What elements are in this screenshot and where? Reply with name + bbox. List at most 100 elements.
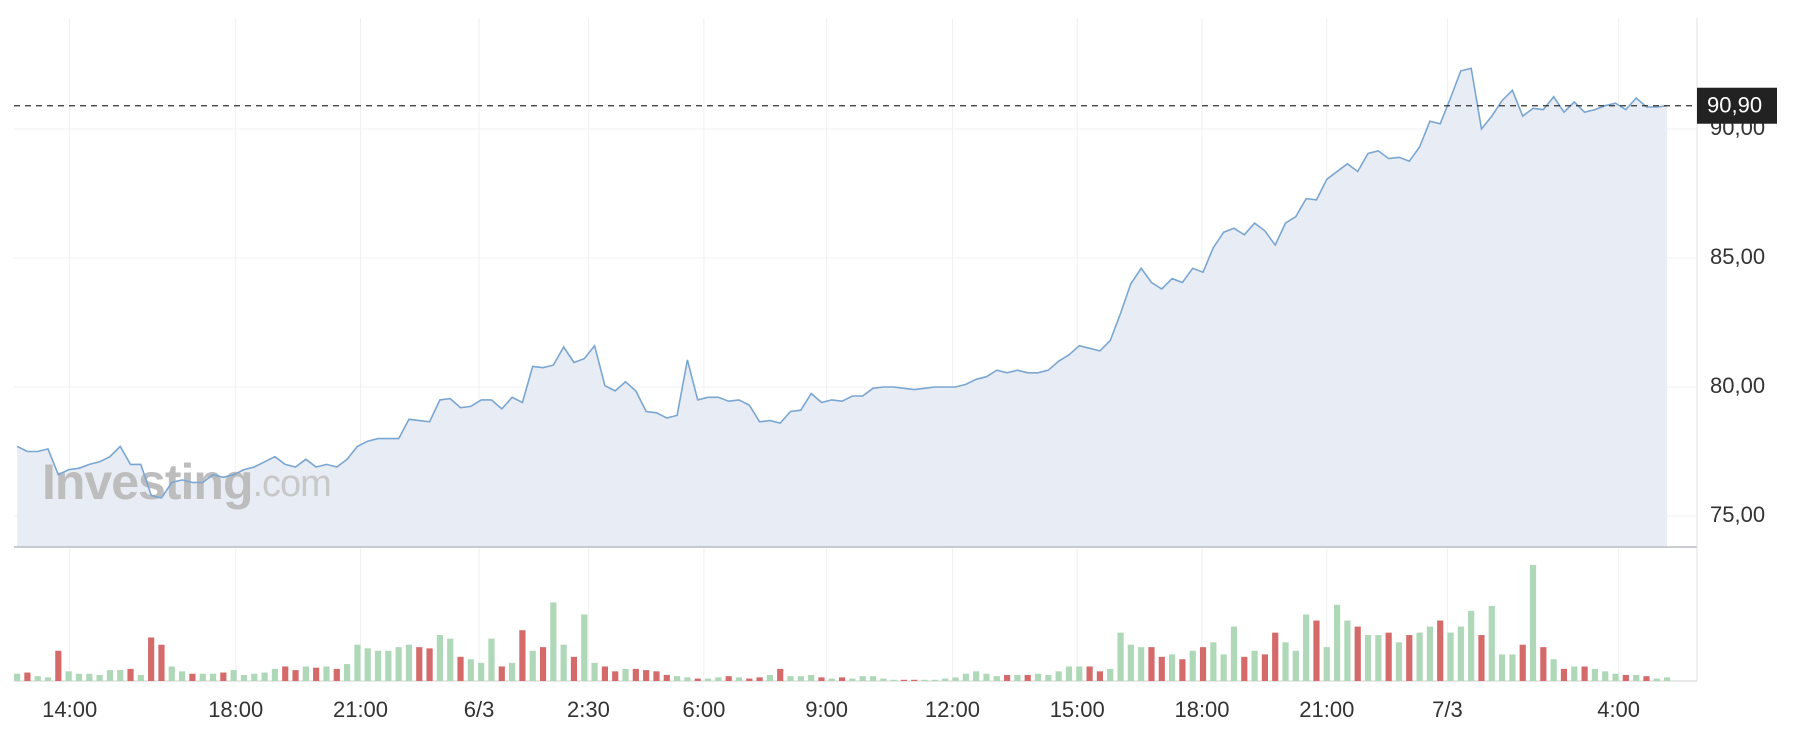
- volume-bar: [756, 677, 763, 681]
- volume-bar: [344, 664, 351, 681]
- volume-bar: [65, 671, 72, 681]
- volume-bar: [1354, 626, 1361, 681]
- volume-bar: [96, 674, 103, 681]
- x-tick-label: 21:00: [333, 697, 388, 722]
- volume-bar: [1478, 635, 1485, 681]
- volume-bar: [1272, 632, 1279, 681]
- volume-bar: [55, 650, 62, 681]
- volume-bar: [952, 677, 959, 681]
- volume-bar: [828, 678, 835, 681]
- volume-bar: [643, 670, 650, 681]
- volume-bar: [890, 679, 897, 681]
- last-price-box: [1697, 87, 1777, 124]
- volume-bar: [261, 672, 268, 681]
- volume-bar: [519, 630, 526, 681]
- volume-bar: [1591, 668, 1598, 681]
- volume-bar: [1086, 666, 1093, 681]
- volume-bar: [1622, 674, 1629, 681]
- volume-bar: [973, 671, 980, 681]
- volume-bar: [1416, 632, 1423, 681]
- volume-bar: [1643, 676, 1650, 681]
- volume-bar: [137, 674, 144, 681]
- volume-bar: [1117, 632, 1124, 681]
- volume-bar: [694, 678, 701, 681]
- volume-bar: [560, 644, 567, 681]
- volume-bar: [1107, 668, 1114, 681]
- volume-bar: [1447, 632, 1454, 681]
- volume-bar: [1488, 606, 1495, 681]
- volume-bar: [509, 662, 516, 681]
- volume-bar: [1437, 620, 1444, 681]
- volume-bar: [1199, 647, 1207, 681]
- volume-bar: [601, 666, 608, 681]
- volume-bar: [127, 668, 134, 681]
- price-line: [16, 67, 1668, 499]
- volume-bar: [1251, 650, 1258, 681]
- volume-bar: [1034, 673, 1042, 681]
- volume-bar: [44, 677, 52, 681]
- volume-bar: [302, 666, 309, 681]
- volume-bar: [478, 662, 485, 681]
- volume-bar: [1468, 610, 1475, 681]
- volume-bar: [735, 677, 743, 681]
- volume-bar: [14, 673, 21, 681]
- volume-bar: [354, 644, 361, 681]
- volume-bar: [962, 673, 969, 681]
- volume-bar: [1602, 671, 1609, 681]
- volume-bar: [808, 674, 815, 681]
- volume-bar: [199, 673, 206, 681]
- volume-bar: [292, 670, 299, 681]
- volume-bar: [271, 668, 278, 681]
- x-tick-label: 14:00: [42, 697, 97, 722]
- volume-bar: [591, 662, 598, 681]
- volume-bar: [1323, 647, 1330, 681]
- volume-bar: [1519, 644, 1526, 681]
- watermark-brand: Investing: [42, 454, 252, 510]
- volume-bar: [395, 647, 402, 681]
- volume-bar: [1313, 620, 1320, 681]
- x-tick-label: 18:00: [1174, 697, 1229, 722]
- volume-bar: [1014, 674, 1021, 681]
- volume-bar: [942, 678, 949, 681]
- y-tick-label: 75,00: [1710, 502, 1765, 527]
- volume-bar: [869, 676, 877, 681]
- volume-bar: [983, 673, 990, 681]
- volume-bar: [75, 673, 83, 681]
- volume-bar: [1055, 671, 1062, 681]
- volume-bar: [467, 659, 474, 681]
- volume-bar: [230, 670, 237, 681]
- volume-bar: [1499, 654, 1506, 681]
- volume-bar: [911, 679, 918, 681]
- volume-bar: [849, 678, 856, 681]
- volume-bar: [622, 668, 629, 681]
- x-tick-label: 2:30: [567, 697, 610, 722]
- volume-bar: [1138, 647, 1145, 681]
- volume-bar: [1282, 642, 1289, 681]
- watermark-suffix: .com: [252, 463, 330, 505]
- volume-bar: [839, 677, 846, 681]
- volume-bar: [1406, 635, 1413, 681]
- volume-bar: [1024, 674, 1031, 681]
- volume-bar: [663, 674, 670, 681]
- volume-bar: [498, 666, 505, 681]
- volume-bar: [1303, 614, 1310, 681]
- volume-bar: [1571, 666, 1578, 681]
- volume-bar: [766, 674, 773, 681]
- volume-bar: [1395, 642, 1403, 681]
- volume-bar: [1045, 674, 1052, 681]
- volume-bar: [488, 638, 495, 681]
- volume-bar: [1076, 666, 1083, 681]
- volume-bar: [1344, 620, 1351, 681]
- volume-bar: [323, 666, 330, 681]
- volume-bar: [117, 670, 124, 681]
- volume-bar: [1096, 671, 1103, 681]
- volume-bar: [189, 673, 196, 681]
- volume-bar: [1560, 668, 1568, 681]
- volume-bar: [1065, 666, 1073, 681]
- volume-bar: [715, 677, 722, 681]
- volume-bar: [570, 656, 578, 681]
- volume-bar: [1261, 654, 1268, 681]
- volume-bar: [797, 676, 804, 681]
- y-tick-label: 80,00: [1710, 373, 1765, 398]
